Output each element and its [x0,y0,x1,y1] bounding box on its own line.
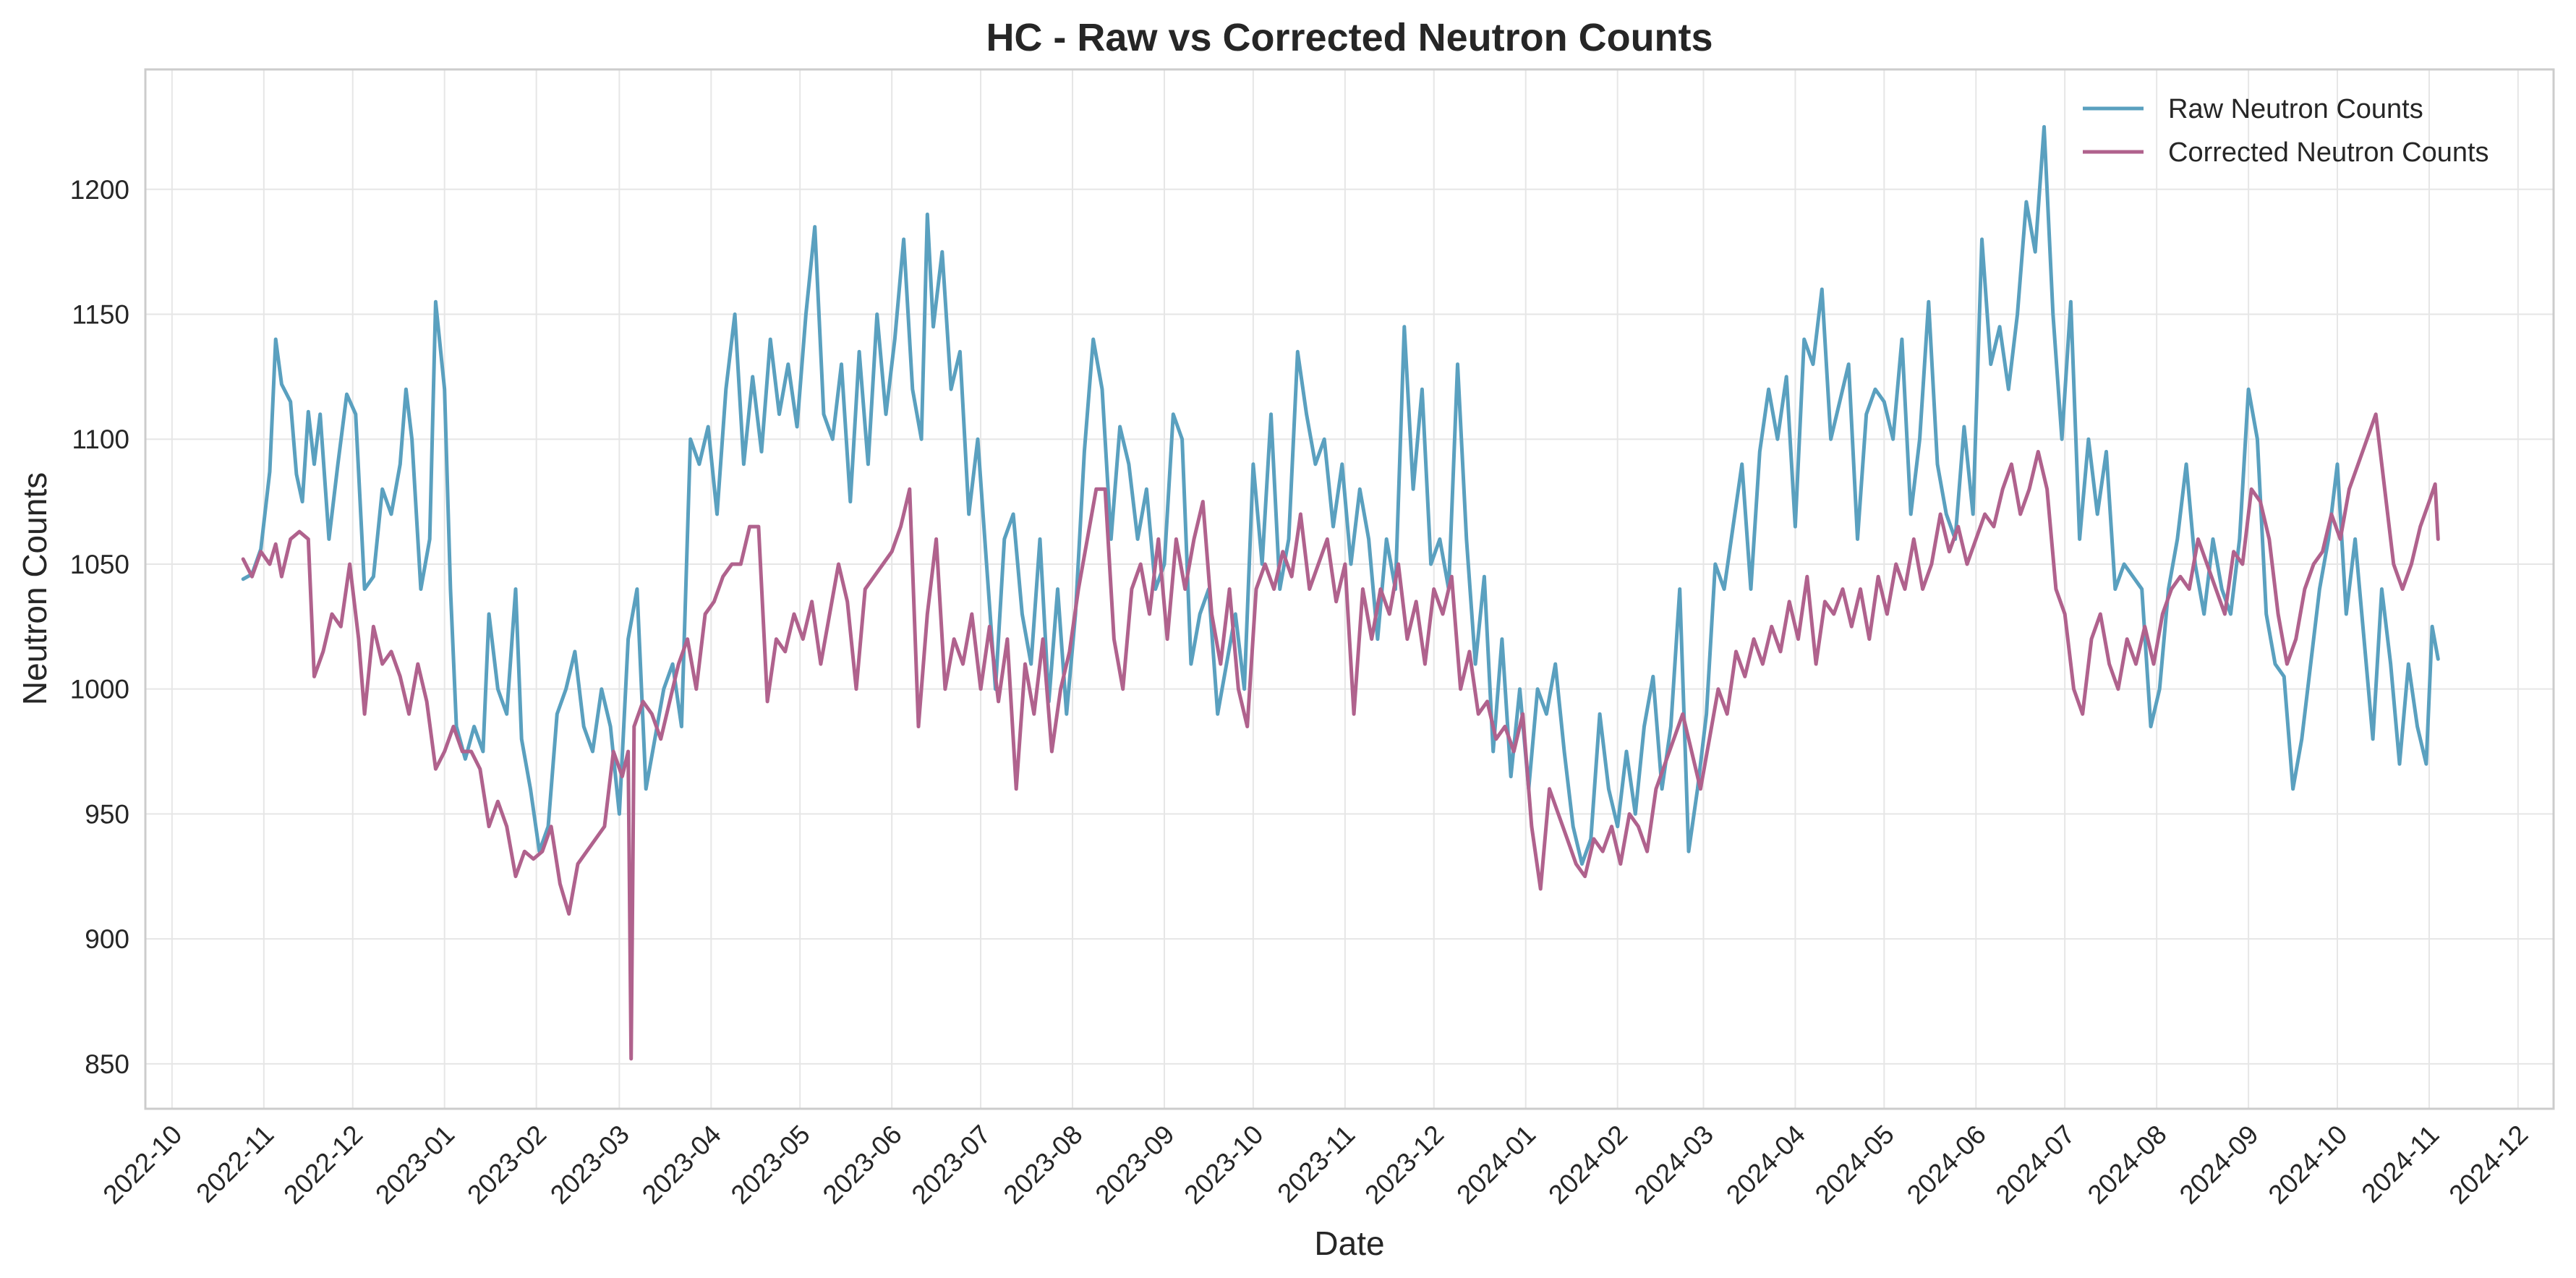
y-tick-label: 1150 [72,300,129,330]
y-tick-label: 1050 [70,550,129,579]
y-tick-labels: 850 900 950 1000 1050 1100 1150 1200 [70,175,129,1079]
y-tick-label: 850 [85,1049,129,1079]
legend-label-raw: Raw Neutron Counts [2168,94,2423,124]
series-line-raw [241,124,2440,866]
y-tick-label: 1100 [72,425,129,454]
legend-label-corrected: Corrected Neutron Counts [2168,137,2489,168]
y-tick-label: 1000 [70,675,129,704]
y-axis-label: Neutron Counts [16,472,54,705]
y-tick-label: 950 [85,799,129,829]
chart-title: HC - Raw vs Corrected Neutron Counts [986,16,1713,59]
x-axis-label: Date [1314,1224,1384,1262]
series-line-corrected [241,412,2440,1061]
grid [145,69,2554,1109]
plot-frame [144,68,2555,1110]
y-tick-label: 900 [85,924,129,954]
legend: Raw Neutron Counts Corrected Neutron Cou… [2083,94,2489,168]
series-lines [241,124,2440,1061]
y-tick-label: 1200 [70,175,129,205]
